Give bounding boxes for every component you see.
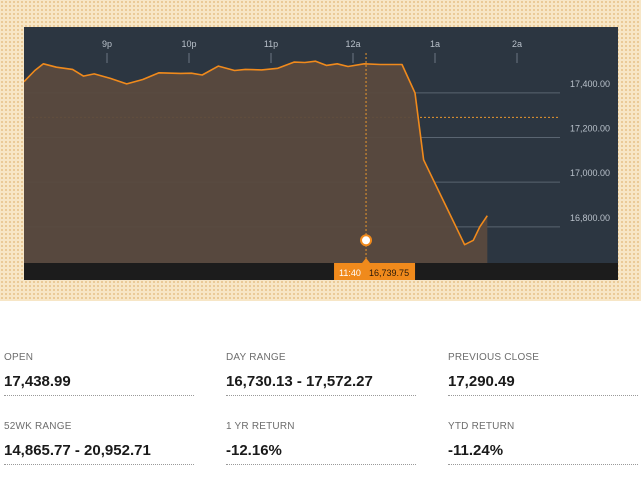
stat-open: OPEN 17,438.99 <box>4 352 194 396</box>
stat-label: 1 YR RETURN <box>226 421 295 432</box>
time-axis-bar <box>24 263 618 280</box>
stat-divider <box>4 464 194 465</box>
x-tick-label: 10p <box>181 39 196 49</box>
tooltip-time: 11:40 <box>339 268 361 278</box>
stat-label: DAY RANGE <box>226 352 286 363</box>
y-tick-label: 17,200.00 <box>570 124 610 134</box>
x-tick-label: 1a <box>430 39 440 49</box>
stat-divider <box>226 464 416 465</box>
price-line <box>23 60 488 246</box>
y-tick-label: 17,400.00 <box>570 79 610 89</box>
crosshair-point <box>360 234 373 247</box>
stat-label: YTD RETURN <box>448 421 515 432</box>
stat-divider <box>448 464 638 465</box>
x-tick-label: 9p <box>102 39 112 49</box>
stat-ytd-return: YTD RETURN -11.24% <box>448 421 638 465</box>
stat-1yr-return: 1 YR RETURN -12.16% <box>226 421 416 465</box>
intraday-chart[interactable]: 9p 10p 11p 12a 1a 2a 17,400.00 17,200.00 17,000.… <box>23 27 618 282</box>
stat-label: PREVIOUS CLOSE <box>448 352 540 363</box>
stat-divider <box>448 395 638 396</box>
tooltip-value: 16,739.75 <box>369 268 409 278</box>
chart-svg: 9p 10p 11p 12a 1a 2a 17,400.00 17,200.00 17,000.… <box>23 27 618 282</box>
stat-value: 17,290.49 <box>448 373 515 390</box>
chart-frame: 9p 10p 11p 12a 1a 2a 17,400.00 17,200.00 17,000.… <box>0 0 641 301</box>
x-tick-label: 11p <box>264 39 278 49</box>
price-area <box>24 61 488 264</box>
stat-value: 17,438.99 <box>4 373 71 390</box>
y-tick-label: 17,000.00 <box>570 168 610 178</box>
stat-label: OPEN <box>4 352 34 363</box>
stat-value: 16,730.13 - 17,572.27 <box>226 373 373 390</box>
stat-value: -12.16% <box>226 442 282 459</box>
x-tick-label: 12a <box>345 39 360 49</box>
stat-value: 14,865.77 - 20,952.71 <box>4 442 151 459</box>
stat-divider <box>226 395 416 396</box>
stat-value: -11.24% <box>448 442 504 459</box>
x-tick-label: 2a <box>512 39 522 49</box>
stat-label: 52WK RANGE <box>4 421 72 432</box>
stat-52wk-range: 52WK RANGE 14,865.77 - 20,952.71 <box>4 421 194 465</box>
tooltip-pointer <box>362 258 371 263</box>
stat-previous-close: PREVIOUS CLOSE 17,290.49 <box>448 352 638 396</box>
stat-day-range: DAY RANGE 16,730.13 - 17,572.27 <box>226 352 416 396</box>
stat-divider <box>4 395 194 396</box>
y-tick-label: 16,800.00 <box>570 213 610 223</box>
tooltip-box <box>334 263 416 282</box>
